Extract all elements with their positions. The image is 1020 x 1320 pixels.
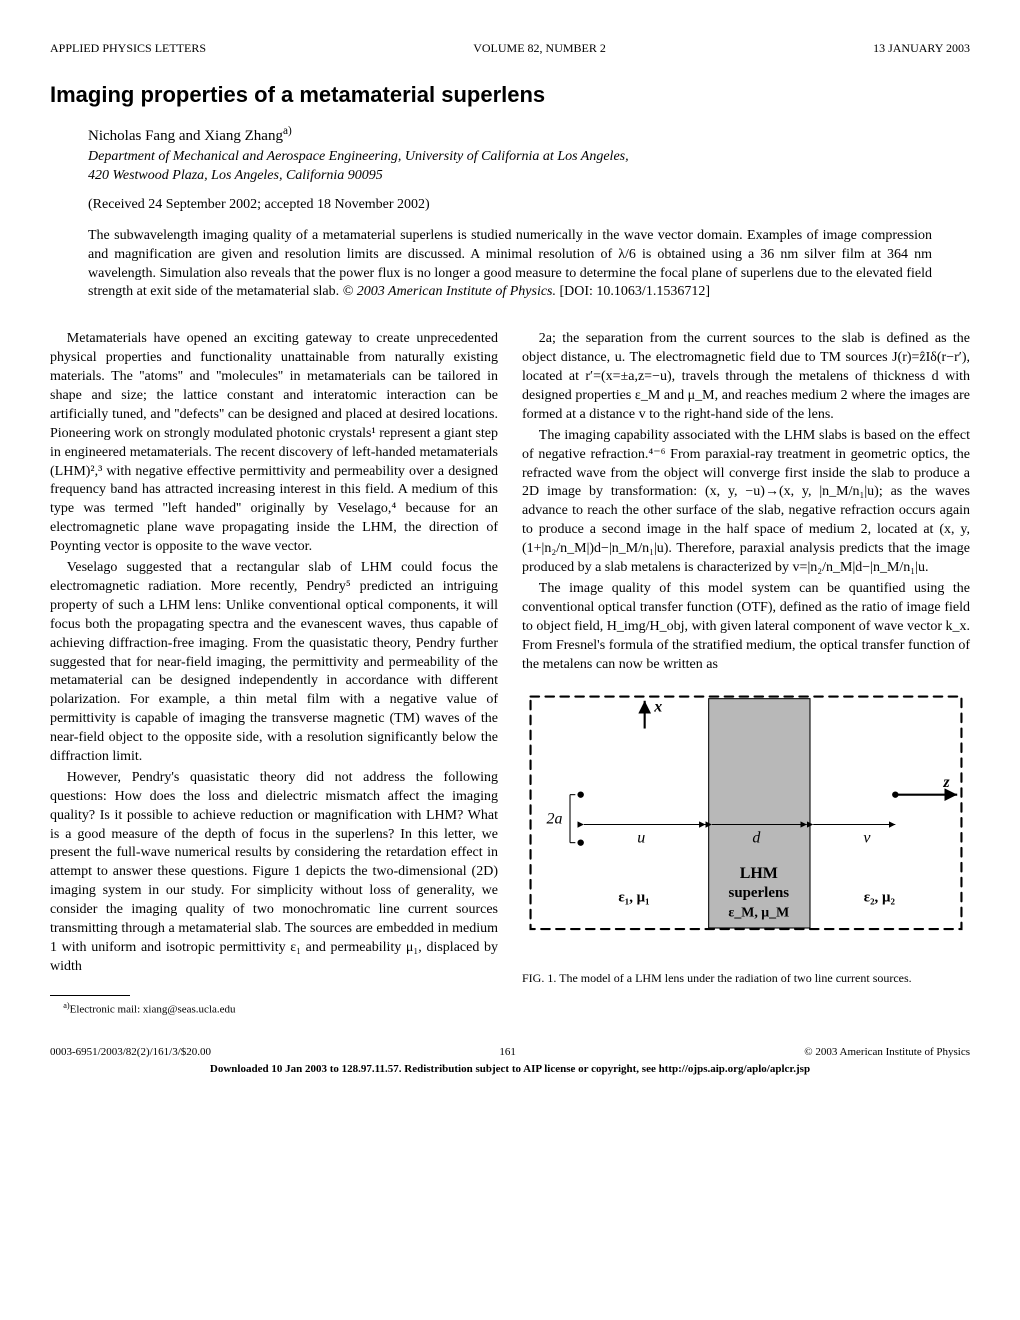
page-footer: 0003-6951/2003/82(2)/161/3/$20.00 161 © … — [50, 1045, 970, 1060]
page-number: 161 — [499, 1045, 516, 1060]
svg-text:v: v — [863, 830, 871, 847]
issue-date: 13 JANUARY 2003 — [873, 40, 970, 56]
svg-text:d: d — [752, 830, 761, 847]
body-paragraph: However, Pendry's quasistatic theory did… — [50, 769, 498, 977]
journal-name: APPLIED PHYSICS LETTERS — [50, 40, 206, 56]
volume-number: VOLUME 82, NUMBER 2 — [473, 40, 606, 56]
journal-header: APPLIED PHYSICS LETTERS VOLUME 82, NUMBE… — [50, 40, 970, 56]
body-paragraph: The image quality of this model system c… — [522, 580, 970, 674]
right-column: 2a; the separation from the current sour… — [522, 330, 970, 1019]
paper-title: Imaging properties of a metamaterial sup… — [50, 80, 970, 110]
copyright: © 2003 American Institute of Physics. — [343, 284, 556, 299]
author-names: Nicholas Fang and Xiang Zhanga) — [88, 124, 970, 146]
author-footnote: a)Electronic mail: xiang@seas.ucla.edu — [50, 1000, 498, 1018]
figure-1-diagram: x z 2a u d v — [522, 688, 970, 955]
svg-text:ε₁, μ₁: ε₁, μ₁ — [618, 890, 649, 906]
svg-text:z: z — [942, 775, 950, 792]
body-columns: Metamaterials have opened an exciting ga… — [50, 330, 970, 1019]
body-paragraph: Veselago suggested that a rectangular sl… — [50, 559, 498, 767]
download-note: Downloaded 10 Jan 2003 to 128.97.11.57. … — [50, 1062, 970, 1077]
svg-text:u: u — [637, 830, 645, 847]
footnote-separator — [50, 995, 130, 996]
figure-1-caption: FIG. 1. The model of a LHM lens under th… — [522, 970, 970, 986]
svg-text:superlens: superlens — [729, 885, 790, 901]
article-id: 0003-6951/2003/82(2)/161/3/$20.00 — [50, 1045, 211, 1060]
svg-text:x: x — [653, 699, 662, 716]
body-paragraph: 2a; the separation from the current sour… — [522, 330, 970, 424]
svg-text:ε₂, μ₂: ε₂, μ₂ — [864, 890, 896, 906]
body-paragraph: Metamaterials have opened an exciting ga… — [50, 330, 498, 557]
body-paragraph: The imaging capability associated with t… — [522, 427, 970, 578]
svg-text:ε_M, μ_M: ε_M, μ_M — [728, 905, 789, 920]
figure-1: x z 2a u d v — [522, 688, 970, 986]
authors-block: Nicholas Fang and Xiang Zhanga) Departme… — [88, 124, 970, 186]
svg-text:2a: 2a — [547, 811, 563, 828]
left-column: Metamaterials have opened an exciting ga… — [50, 330, 498, 1019]
received-accepted-dates: (Received 24 September 2002; accepted 18… — [88, 196, 970, 215]
publisher-copyright: © 2003 American Institute of Physics — [804, 1045, 970, 1060]
svg-text:LHM: LHM — [740, 865, 778, 882]
doi: [DOI: 10.1063/1.1536712] — [560, 284, 711, 299]
abstract: The subwavelength imaging quality of a m… — [88, 227, 932, 303]
affiliation: Department of Mechanical and Aerospace E… — [88, 148, 970, 186]
